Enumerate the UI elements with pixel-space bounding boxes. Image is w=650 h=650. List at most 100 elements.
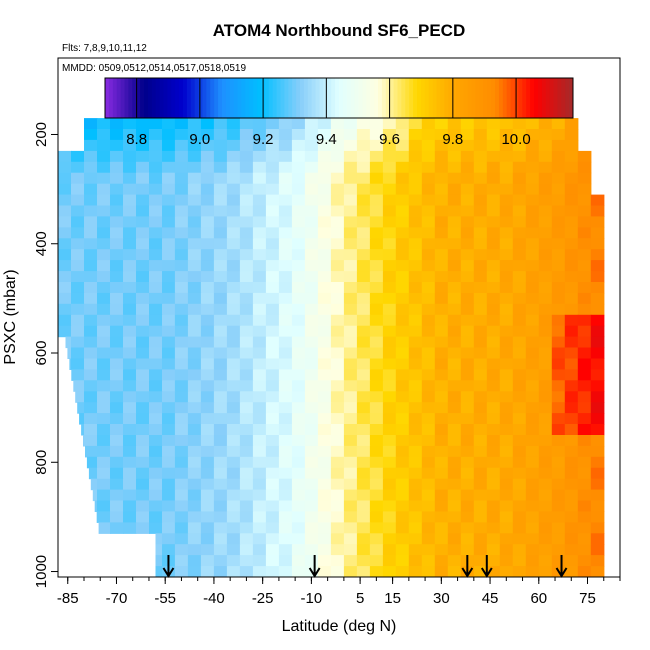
heatmap-cell [304,249,319,261]
colorbar-segment [335,78,340,118]
heatmap-cell [110,489,124,502]
heatmap-cell [123,435,137,447]
heatmap-cell [577,172,592,185]
heatmap-cell [213,358,228,370]
profile-arrow [461,555,474,578]
heatmap-cell [356,118,371,130]
heatmap-cell [110,478,124,491]
heatmap-cell [486,489,501,502]
heatmap-cell [200,544,215,556]
heatmap-cell [174,413,189,425]
heatmap-cell [304,238,319,250]
heatmap-cell [447,139,462,152]
heatmap-cell [213,380,228,392]
heatmap-cell [382,314,397,327]
heatmap-cell [123,314,137,327]
heatmap-cell [486,369,501,381]
heatmap-cell [447,500,462,512]
heatmap-cell [162,413,176,425]
heatmap-cell [71,150,85,163]
heatmap-cell [512,544,527,556]
heatmap-cell [447,249,462,261]
heatmap-cell [525,435,540,447]
heatmap-cell [512,456,527,469]
heatmap-cell [265,325,280,338]
heatmap-cell [291,380,306,392]
heatmap-cell [123,522,137,534]
heatmap-cell [213,347,228,359]
heatmap-cell [187,227,202,239]
heatmap-cell [590,456,605,469]
heatmap-cell [187,380,202,392]
heatmap-cell [590,282,605,294]
heatmap-cell [174,183,189,196]
x-tick-label: 15 [384,590,401,607]
heatmap-cell [395,347,410,359]
heatmap-cell [486,402,501,414]
heatmap-cell [123,500,137,512]
x-tick-label: -85 [57,590,79,607]
heatmap-cell [213,194,228,207]
heatmap-cell [330,435,345,447]
heatmap-cell [356,544,371,556]
heatmap-cell [252,271,267,283]
heatmap-cell [382,478,397,491]
heatmap-cell [291,336,306,349]
colorbar-segment [487,78,492,118]
heatmap-cell [382,172,397,185]
heatmap-cell [239,369,254,381]
heatmap-cell [408,205,423,217]
heatmap-cell [356,183,371,196]
colorbar-segment [370,78,375,118]
heatmap-cell [421,533,436,545]
heatmap-cell [512,249,527,261]
heatmap-cell [343,544,358,556]
heatmap-cell [382,129,397,141]
heatmap-cell [499,325,514,338]
colorbar-segment [569,78,574,118]
heatmap-cell [434,380,449,392]
heatmap-cell [330,369,345,381]
heatmap-cell [213,467,228,480]
heatmap-cell [512,445,527,458]
heatmap-cell [421,358,436,370]
heatmap-cell [460,435,475,447]
heatmap-cell [110,424,124,436]
heatmap-cell [226,435,241,447]
heatmap-cell [200,478,215,491]
heatmap-cell [317,303,332,316]
heatmap-cell [538,129,553,141]
heatmap-cell [564,522,579,534]
colorbar-segment [327,78,332,118]
heatmap-cell [395,391,410,403]
colorbar-segment [436,78,441,118]
profile-arrow [555,555,568,578]
heatmap-cell [110,260,124,272]
heatmap-cell [460,489,475,502]
colorbar-segment [253,78,258,118]
heatmap-cell [356,161,371,174]
heatmap-cell [252,238,267,250]
heatmap-cell [473,380,488,392]
heatmap-cell [369,129,384,141]
heatmap-cell [123,402,137,414]
heatmap-cell [408,369,423,381]
heatmap-cell [162,205,176,217]
heatmap-cell [473,391,488,403]
heatmap-cell [200,347,215,359]
heatmap-cell [278,369,293,381]
heatmap-cell [226,172,241,185]
heatmap-cell [123,369,137,381]
heatmap-cell [123,139,137,152]
heatmap-cell [291,118,306,130]
colorbar-segment [440,78,445,118]
heatmap-cell [421,303,436,316]
heatmap-cell [434,511,449,523]
heatmap-cell [369,380,384,392]
heatmap-cell [71,183,85,196]
heatmap-cell [174,129,189,141]
colorbar-segment [452,78,457,118]
heatmap-cell [434,489,449,502]
heatmap-cell [434,336,449,349]
heatmap-cell [408,380,423,392]
